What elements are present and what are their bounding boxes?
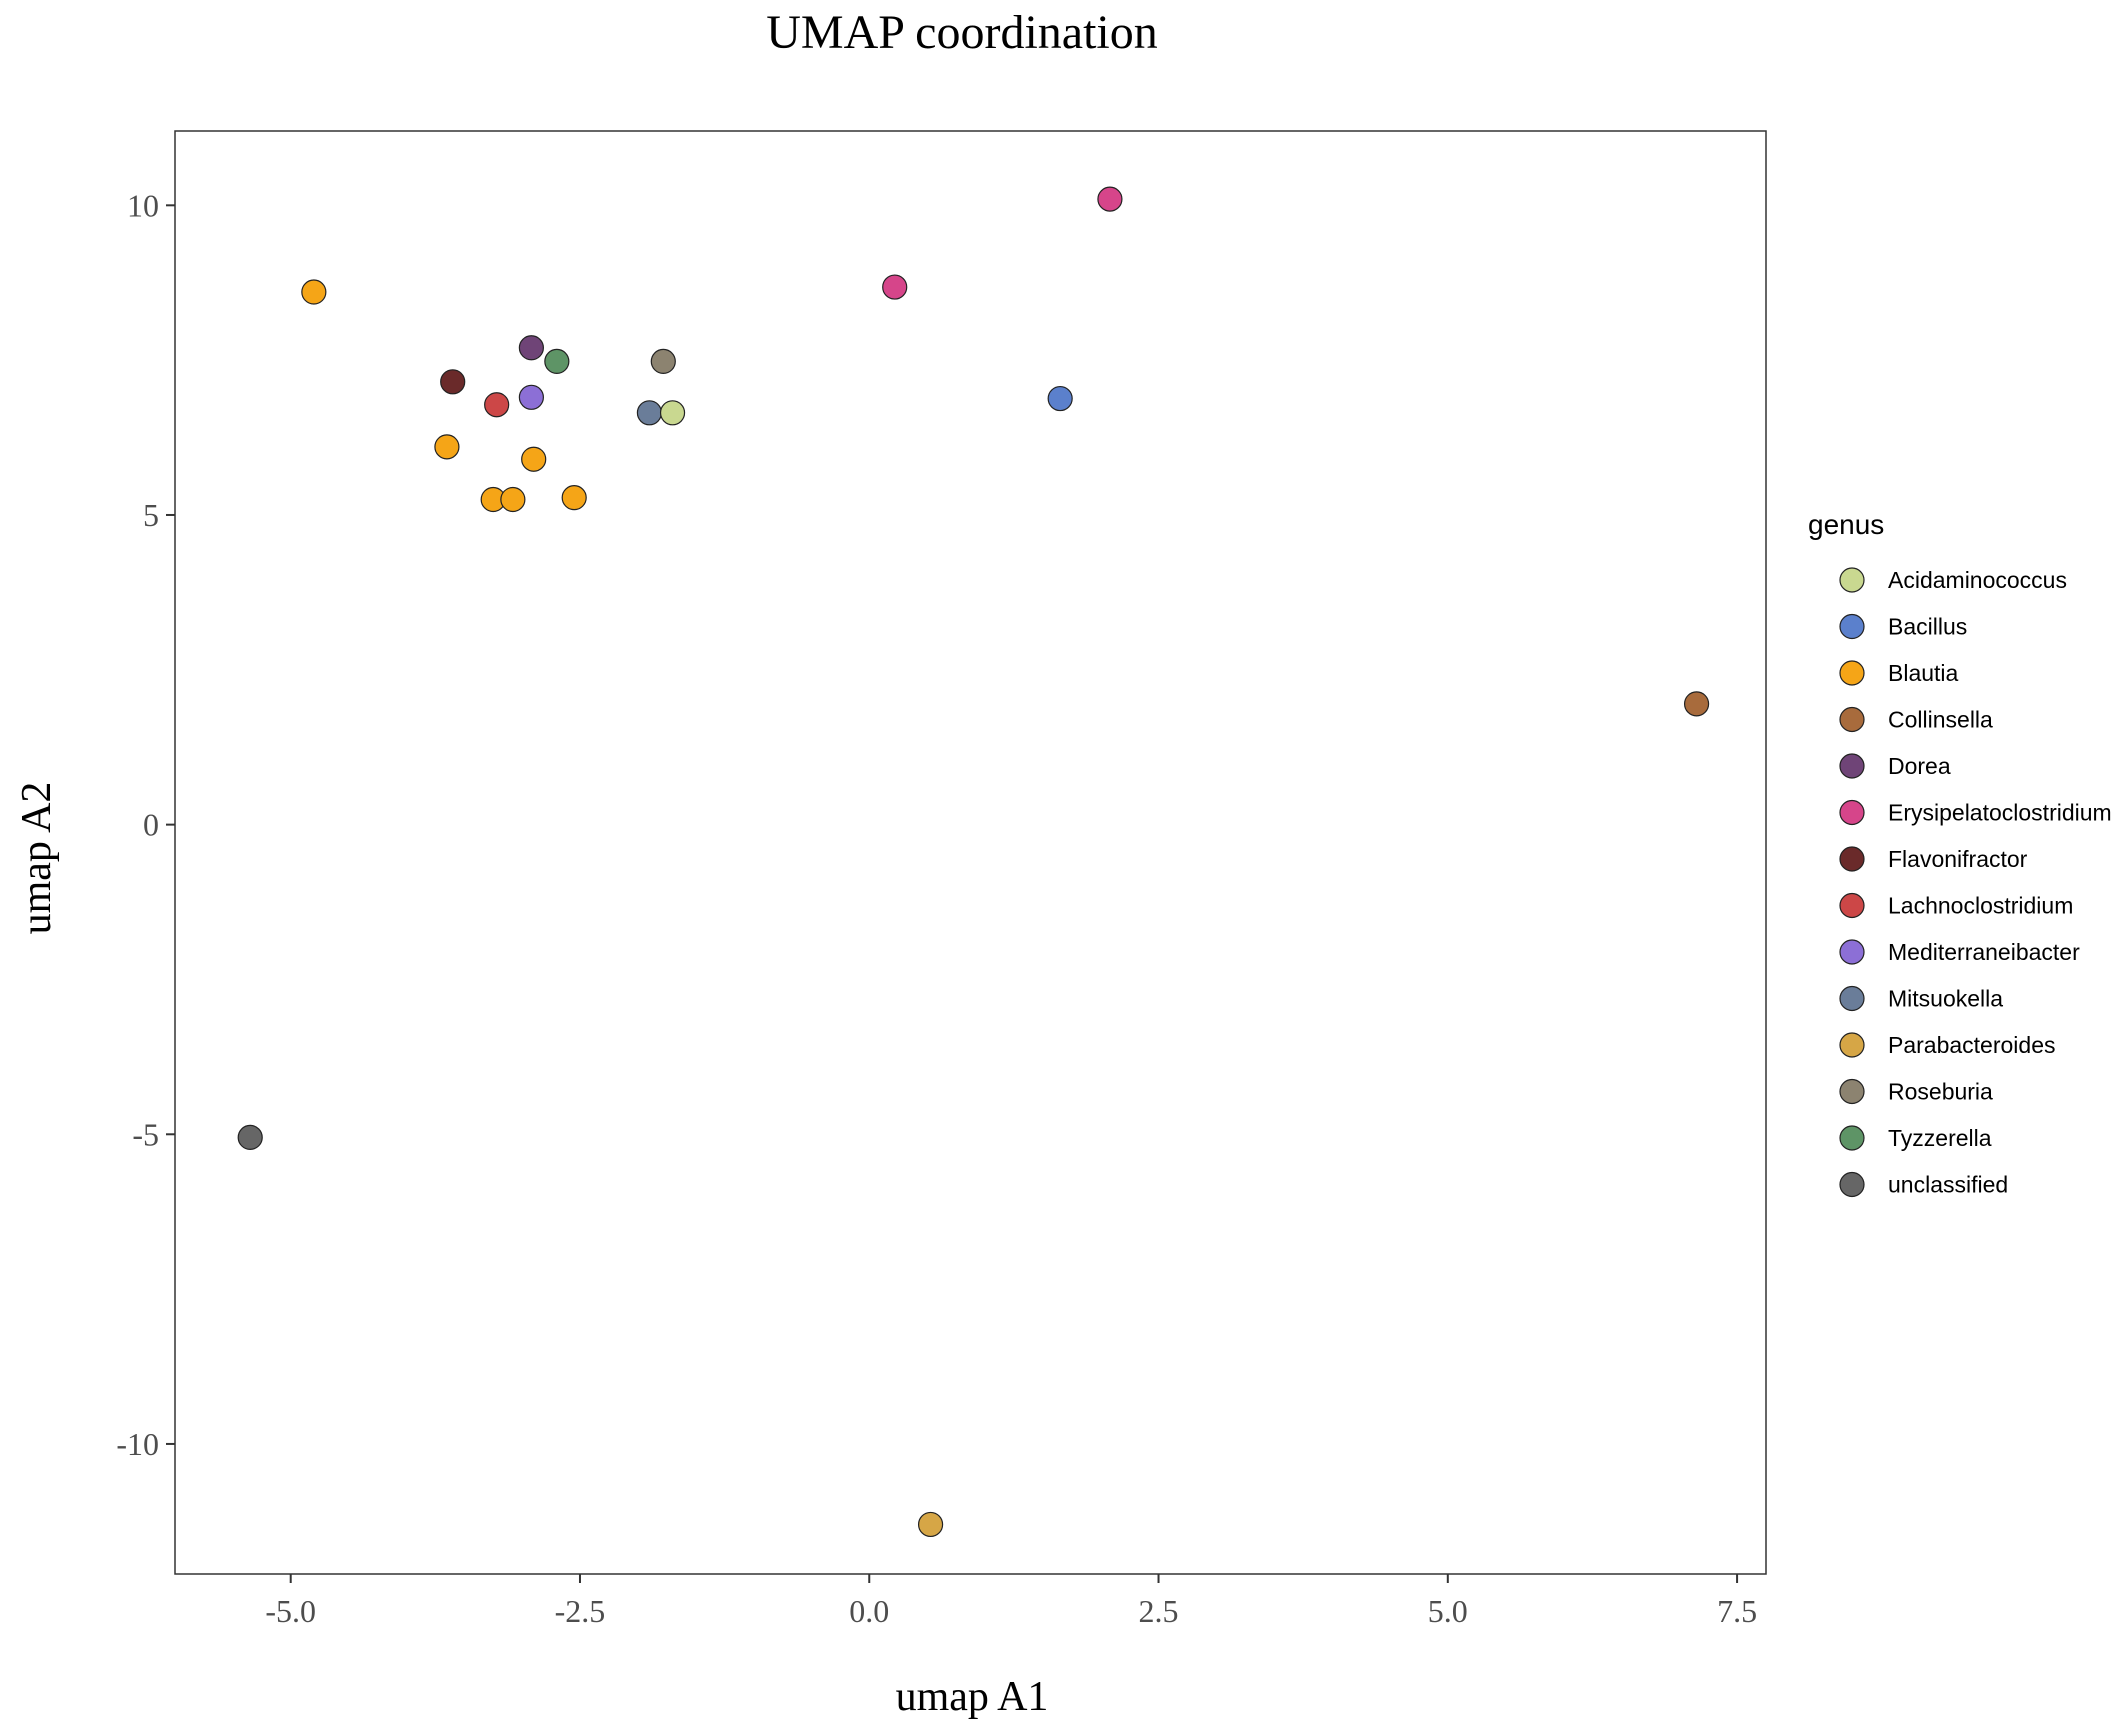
y-tick-label: 10 <box>127 187 159 223</box>
data-point <box>440 369 466 395</box>
data-point <box>1683 691 1710 717</box>
data-point <box>434 434 460 460</box>
x-tick-label: 7.5 <box>1717 1593 1757 1629</box>
data-point <box>301 279 327 305</box>
chart-title: UMAP coordination <box>766 6 1158 59</box>
legend-label: unclassified <box>1888 1172 2008 1198</box>
legend-label: Flavonifractor <box>1888 846 2028 872</box>
legend-key <box>1839 1078 1865 1105</box>
y-tick-label: 5 <box>143 497 159 533</box>
data-point <box>518 335 544 361</box>
data-point <box>237 1124 263 1150</box>
y-axis-ticks: 10 5 0 -5 -10 <box>116 187 175 1462</box>
data-points <box>237 186 1710 1538</box>
legend-key <box>1839 660 1865 686</box>
legend-label: Tyzzerella <box>1888 1125 1992 1151</box>
legend-label: Parabacteroides <box>1888 1032 2056 1058</box>
data-point <box>518 384 544 410</box>
legend-label: Bacillus <box>1888 614 1967 640</box>
legend-label: Dorea <box>1888 753 1951 779</box>
x-tick-label: 2.5 <box>1139 1593 1179 1629</box>
legend-label: Acidaminococcus <box>1888 567 2067 593</box>
legend-label: Mitsuokella <box>1888 986 2003 1012</box>
legend-label: Erysipelatoclostridium <box>1888 800 2112 826</box>
y-tick-label: -5 <box>132 1116 159 1152</box>
legend-key <box>1839 846 1865 872</box>
data-point <box>484 392 510 418</box>
y-tick-label: -10 <box>116 1426 159 1462</box>
y-axis-label: umap A2 <box>14 782 60 935</box>
data-point <box>636 400 663 426</box>
data-point <box>882 274 908 300</box>
y-tick-label: 0 <box>143 807 159 843</box>
x-tick-label: -2.5 <box>555 1593 606 1629</box>
x-axis-label: umap A1 <box>896 1674 1049 1720</box>
legend-key <box>1839 892 1865 919</box>
legend-key <box>1839 939 1865 965</box>
data-point <box>650 348 676 374</box>
data-point <box>561 485 587 511</box>
legend-label: Collinsella <box>1888 707 1993 733</box>
legend-key <box>1839 799 1865 826</box>
legend-label: Mediterraneibacter <box>1888 939 2080 965</box>
legend-label: Blautia <box>1888 660 1959 686</box>
legend-title: genus <box>1808 509 1884 540</box>
x-tick-label: 0.0 <box>849 1593 889 1629</box>
data-point <box>521 446 547 472</box>
data-point <box>917 1511 944 1538</box>
data-point <box>500 486 526 513</box>
legend-label: Roseburia <box>1888 1079 1993 1105</box>
data-point <box>544 348 570 374</box>
x-tick-label: -5.0 <box>265 1593 316 1629</box>
legend-key <box>1839 1171 1865 1198</box>
x-tick-label: 5.0 <box>1428 1593 1468 1629</box>
legend: genus Acidaminococcus Bacillus Blautia Coll… <box>1808 509 2112 1198</box>
legend-key <box>1839 1125 1865 1151</box>
legend-key <box>1839 706 1865 733</box>
legend-key <box>1839 1032 1865 1058</box>
legend-key <box>1839 985 1865 1012</box>
data-point <box>1097 186 1123 212</box>
data-point <box>659 400 686 426</box>
legend-key <box>1839 753 1865 779</box>
x-axis-ticks: -5.0 -2.5 0.0 2.5 5.0 7.5 <box>265 1574 1757 1629</box>
plot-panel <box>174 130 1767 1575</box>
data-point <box>1047 385 1073 412</box>
legend-key <box>1839 613 1865 640</box>
legend-label: Lachnoclostridium <box>1888 893 2073 919</box>
legend-key <box>1839 567 1865 593</box>
